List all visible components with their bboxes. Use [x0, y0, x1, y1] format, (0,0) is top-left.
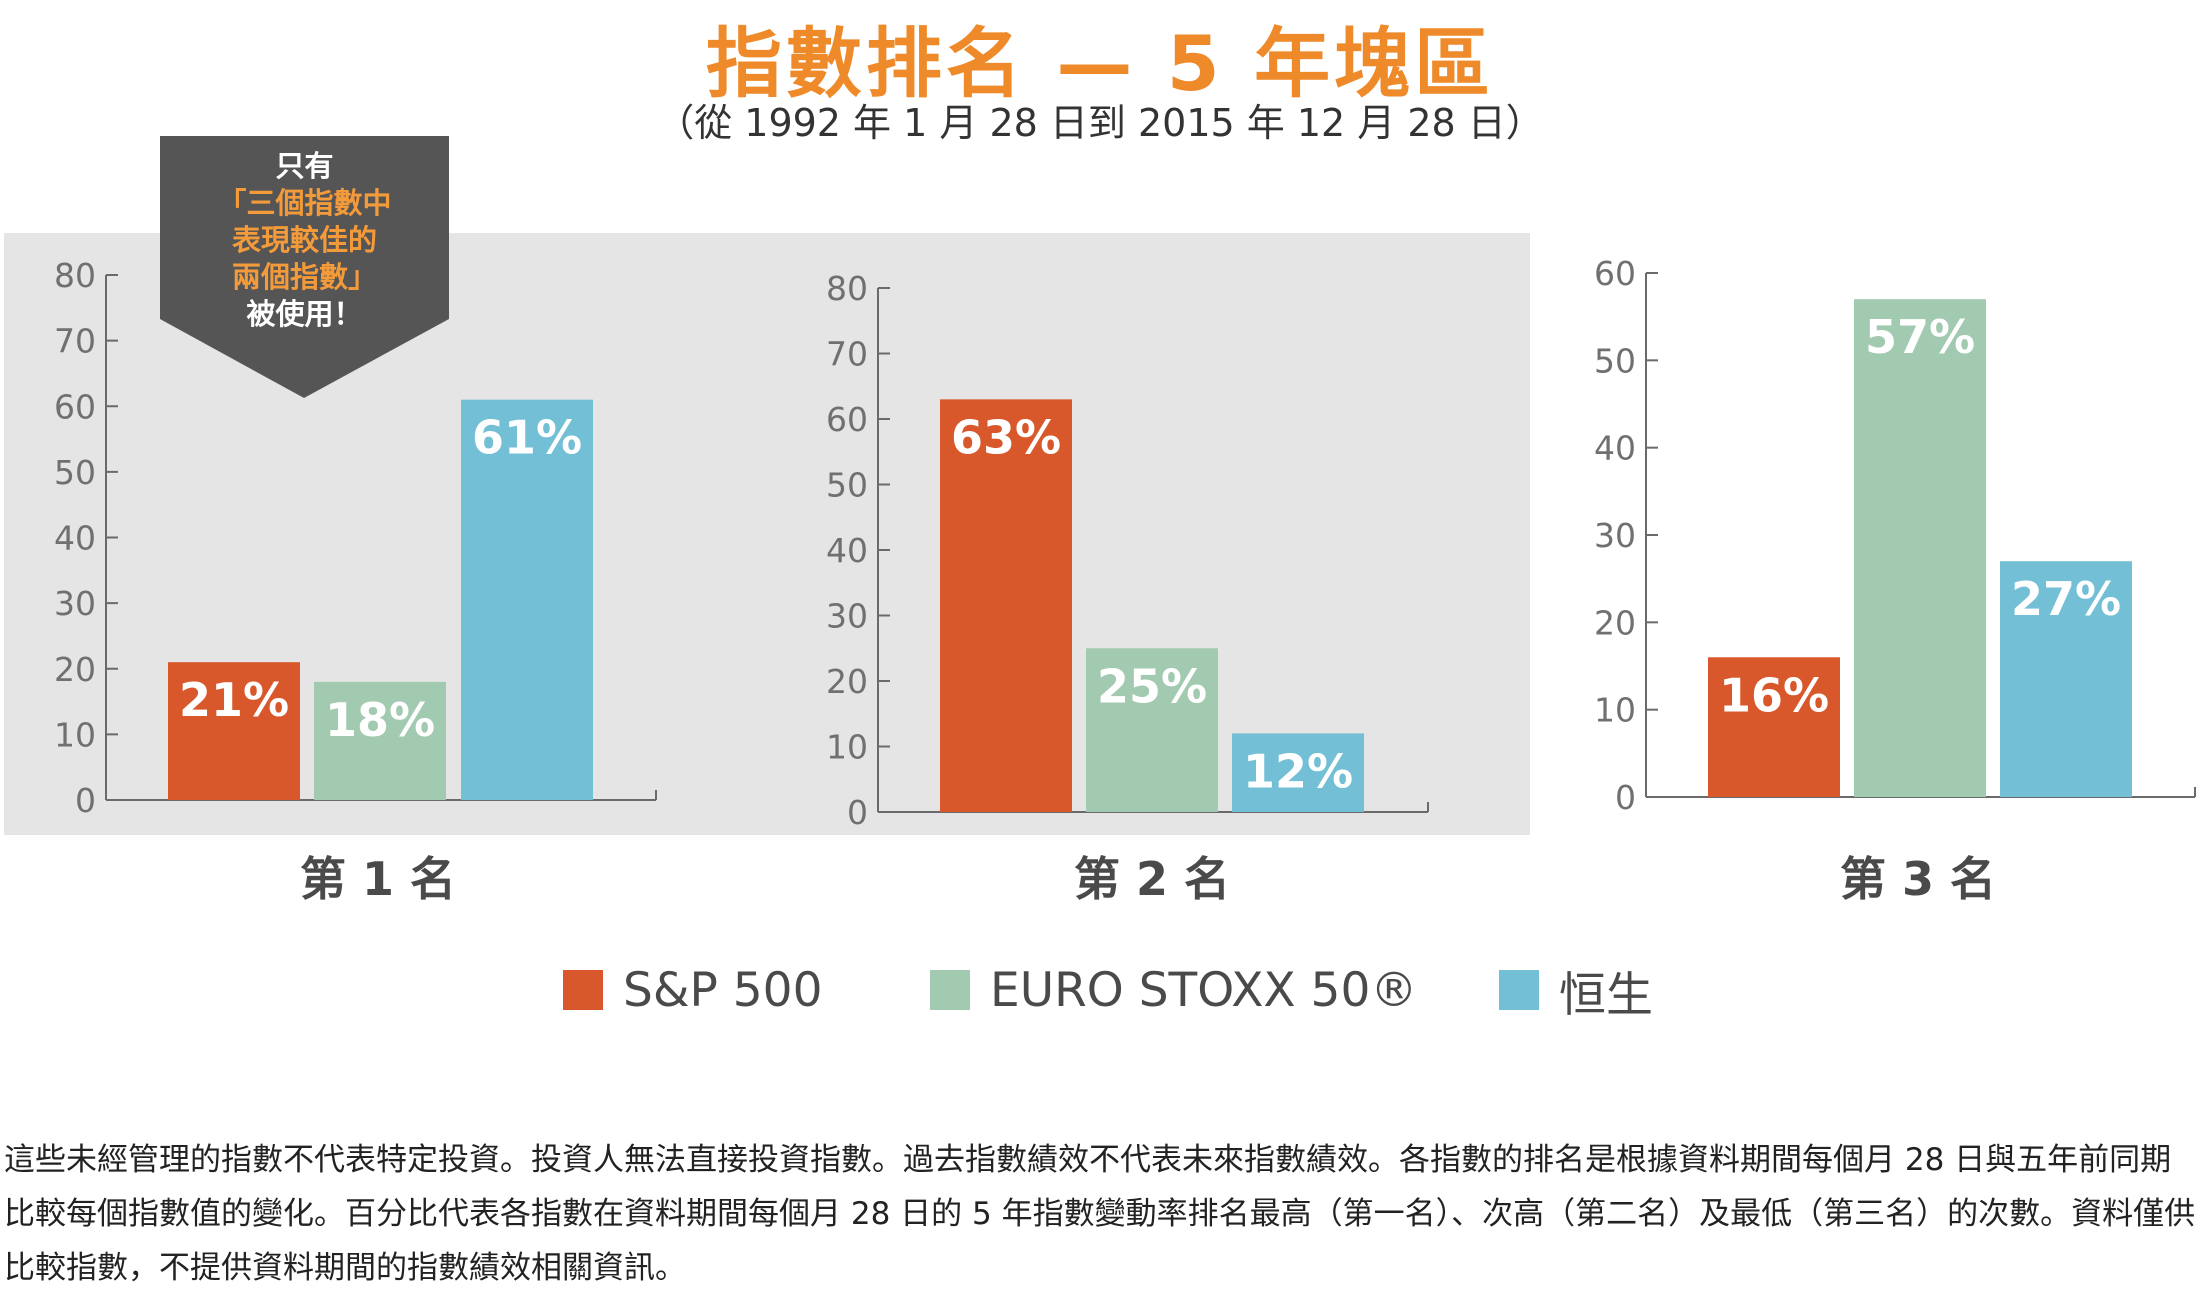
bar-value-label-euro-stoxx: 57%	[1865, 310, 1975, 364]
chart-2: 0 10 20 30 40 50 60 70 80 63% 25% 12%第 2 名	[826, 269, 1429, 906]
y-tick-label: 50	[826, 466, 868, 505]
footnote: 這些未經管理的指數不代表特定投資。投資人無法直接投資指數。過去指數績效不代表未來…	[4, 1142, 2196, 1286]
bar-hangseng	[1232, 733, 1364, 812]
legend-item-sp500: S&P 500	[563, 960, 822, 1020]
y-tick-label: 80	[826, 269, 868, 308]
y-tick-label: 40	[1594, 429, 1636, 468]
y-tick-label: 0	[75, 781, 96, 820]
bar-euro-stoxx	[314, 681, 446, 800]
callout-line-4: 兩個指數」	[231, 260, 377, 294]
bar-value-label-sp500: 63%	[951, 410, 1061, 464]
y-tick-label: 30	[54, 584, 96, 623]
chart-3: 0 10 20 30 40 50 60 16% 57% 27% 第 3 名	[1594, 254, 2196, 906]
y-tick-label: 60	[1594, 254, 1636, 293]
rank-label-1: 第 1 名	[300, 852, 456, 906]
y-tick-label: 80	[54, 256, 96, 295]
y-tick-label: 60	[826, 400, 868, 439]
legend-swatch-euro-stoxx	[930, 970, 970, 1010]
bar-sp500	[940, 399, 1072, 812]
callout-badge: 只有 「三個指數中 表現較佳的 兩個指數」 被使用！	[160, 136, 449, 398]
y-tick-label: 30	[826, 597, 868, 636]
callout-line-5: 被使用！	[246, 297, 363, 331]
bar-value-label-sp500: 16%	[1719, 668, 1829, 722]
bar-value-label-hangseng: 27%	[2011, 572, 2121, 626]
callout-line-1: 只有	[275, 149, 334, 183]
callout-line-2: 「三個指數中	[217, 186, 392, 220]
legend-swatch-hangseng	[1499, 970, 1539, 1010]
bar-sp500	[168, 662, 300, 800]
y-tick-label: 50	[1594, 341, 1636, 380]
legend-label-hangseng: 恒生	[1559, 967, 1653, 1023]
y-tick-label: 30	[1594, 516, 1636, 555]
callout-line-3: 表現較佳的	[231, 223, 377, 257]
y-tick-label: 40	[826, 531, 868, 570]
y-tick-label: 20	[54, 650, 96, 689]
bar-value-label-euro-stoxx: 18%	[325, 693, 435, 747]
legend-item-euro-stoxx: EURO STOXX 50®	[930, 960, 1417, 1020]
bar-value-label-sp500: 21%	[179, 673, 289, 727]
y-tick-label: 10	[54, 715, 96, 754]
y-tick-label: 10	[1594, 691, 1636, 730]
rank-label-3: 第 3 名	[1840, 852, 1996, 906]
bar-euro-stoxx	[1086, 648, 1218, 812]
y-tick-label: 50	[54, 453, 96, 492]
bar-hangseng	[461, 399, 593, 800]
legend-label-euro-stoxx: EURO STOXX 50®	[990, 962, 1418, 1018]
bar-value-label-hangseng: 12%	[1243, 744, 1353, 798]
rank-label-2: 第 2 名	[1074, 852, 1230, 906]
y-tick-label: 70	[54, 322, 96, 361]
legend-swatch-sp500	[563, 970, 603, 1010]
y-tick-label: 60	[54, 387, 96, 426]
y-tick-label: 0	[1615, 778, 1636, 817]
y-tick-label: 10	[826, 728, 868, 767]
y-tick-label: 20	[826, 662, 868, 701]
chart-1: 0 10 20 30 40 50 60 70 80 21% 18% 61% 第 1 名	[54, 256, 657, 906]
legend: S&P 500 EURO STOXX 50® 恒生	[0, 960, 2200, 1023]
y-tick-label: 40	[54, 519, 96, 558]
bar-sp500	[1708, 657, 1840, 797]
chart-subtitle: （從 1992 年 1 月 28 日到 2015 年 12 月 28 日）	[656, 101, 1544, 145]
bar-euro-stoxx	[1854, 299, 1986, 797]
legend-item-hangseng: 恒生	[1499, 960, 1653, 1023]
bar-hangseng	[2000, 561, 2132, 797]
chart-title: 指數排名 — 5 年塊區	[705, 19, 1495, 108]
callout-arrow-shape	[160, 136, 449, 398]
y-tick-label: 0	[847, 793, 868, 832]
y-tick-label: 70	[826, 335, 868, 374]
bar-value-label-euro-stoxx: 25%	[1097, 659, 1207, 713]
y-tick-label: 20	[1594, 603, 1636, 642]
charts-canvas: 0 10 20 30 40 50 60 70 80 21% 18% 61% 第 1 名 0 10 20 30 40…	[54, 254, 2196, 906]
bar-value-label-hangseng: 61%	[472, 411, 582, 465]
legend-label-sp500: S&P 500	[623, 962, 823, 1018]
